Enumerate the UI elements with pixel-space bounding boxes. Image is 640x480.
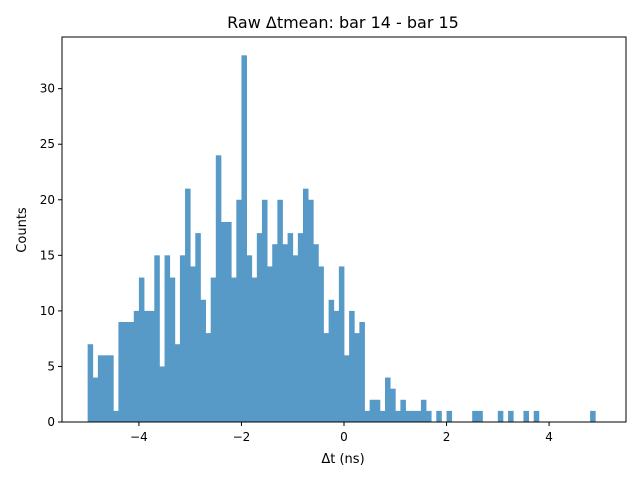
y-tick-label: 5 [47,359,55,373]
histogram-bar [149,310,155,422]
histogram-bar [231,277,237,422]
y-axis-ticks: 0 5 10 15 20 25 30 [40,82,62,429]
histogram-bar [390,388,396,422]
histogram-bar [508,410,514,422]
y-tick-label: 20 [40,193,55,207]
histogram-bar [395,410,401,422]
y-tick-label: 15 [40,248,55,262]
histogram-bar [374,399,381,422]
histogram-bar [477,410,483,422]
histogram-bar [472,410,478,422]
x-tick-label: 2 [443,430,451,444]
histogram-bar [313,244,319,422]
y-axis-label: Counts [15,207,30,253]
histogram-bar [333,310,340,422]
histogram-bar [292,255,299,422]
histogram-bar [272,244,278,422]
histogram-bar [236,199,242,422]
histogram-bar [128,322,135,422]
histogram-bar [323,333,330,422]
histogram-bar [103,355,109,422]
x-tick-label: −4 [130,430,148,444]
x-tick-label: 0 [340,430,348,444]
histogram-bar [410,410,417,422]
histogram-bar [164,255,171,422]
histogram-bar [123,322,130,422]
histogram-bar [436,410,442,422]
histogram-bar [185,188,191,422]
x-tick-label: −2 [233,430,251,444]
histogram-bar [379,410,386,422]
histogram-bar [159,366,165,422]
histogram-bar [138,277,145,422]
histogram-bar [354,333,360,422]
histogram-bar [169,277,176,422]
histogram-bar [215,155,222,423]
histogram-bar [590,410,596,422]
histogram-bar [113,410,119,422]
histogram-bar [226,222,232,422]
bars-group [87,55,596,423]
histogram-bar [302,188,309,422]
histogram-bar [523,410,529,422]
histogram-bar [144,310,150,422]
histogram-bar [267,266,273,422]
histogram-bar [328,299,335,422]
histogram-bar [446,410,453,422]
histogram-bar [133,310,140,422]
histogram-bar [308,199,314,422]
histogram-bar [359,322,365,422]
histogram-bar [190,266,196,422]
histogram-bar [369,399,376,422]
histogram-bar [318,266,324,422]
histogram-bar [210,277,217,422]
y-tick-label: 0 [47,415,55,429]
histogram-bar [385,377,391,422]
histogram-bar [400,399,406,422]
histogram-bar [426,410,432,422]
x-tick-label: 4 [545,430,553,444]
histogram-bar [97,355,104,422]
histogram-bar [420,399,427,422]
histogram-bar [344,355,350,422]
histogram-bar [338,266,345,422]
histogram-bar [241,55,247,422]
histogram-bar [297,233,304,422]
histogram-bar [174,344,181,422]
histogram-bar [497,410,504,422]
histogram-bar [287,233,294,422]
y-tick-label: 10 [40,304,55,318]
histogram-bar [179,255,186,422]
histogram-bar [251,277,258,422]
histogram-bar [256,233,263,422]
histogram-bar [220,222,227,422]
histogram-bar [195,233,201,422]
histogram-bar [415,410,422,422]
chart-title: Raw Δtmean: bar 14 - bar 15 [227,13,459,32]
histogram-bar [277,199,283,422]
x-axis-ticks: −4 −2 0 2 4 [130,422,553,444]
histogram-bar [200,299,206,422]
histogram-bar [405,410,412,422]
histogram-bar [154,255,160,422]
histogram-bar [92,377,99,422]
histogram-bar [87,344,94,422]
histogram-bar [205,333,212,422]
histogram-bar [349,310,355,422]
histogram-bar [261,199,268,422]
histogram-bar [108,355,114,422]
y-tick-label: 30 [40,82,55,96]
histogram-bar [533,410,540,422]
y-tick-label: 25 [40,137,55,151]
histogram-bar [364,410,371,422]
histogram-bar [246,255,253,422]
histogram-bar [118,322,124,422]
x-axis-label: Δt (ns) [321,452,364,467]
histogram-bar [282,244,288,422]
